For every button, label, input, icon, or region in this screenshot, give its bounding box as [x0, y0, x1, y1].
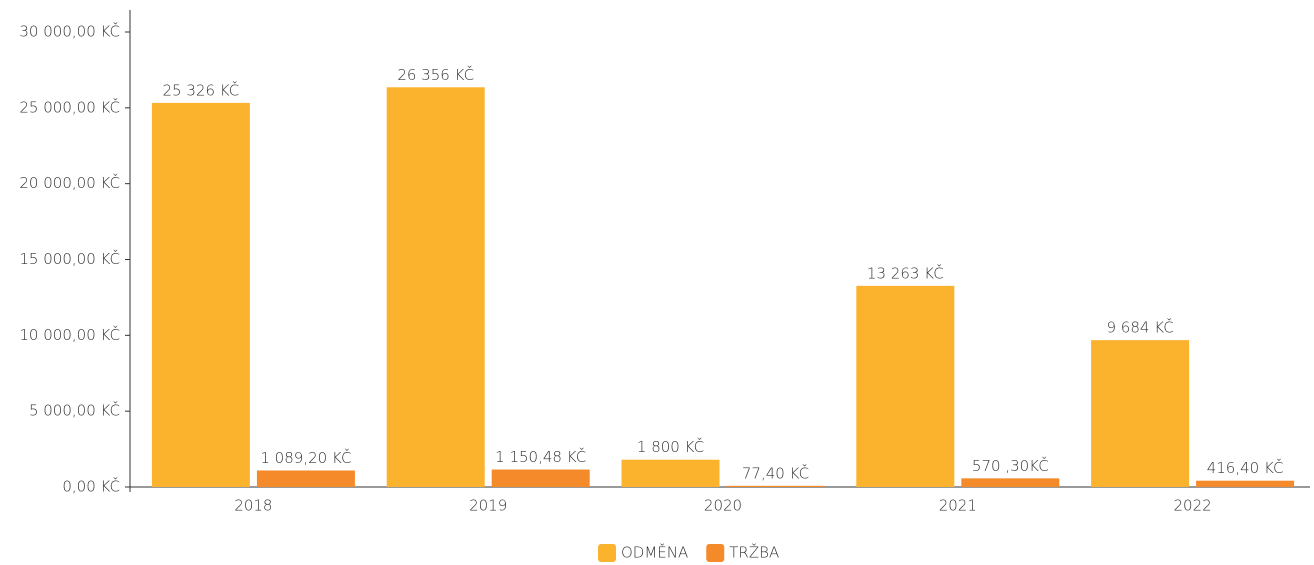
x-tick-label: 2021 [939, 497, 977, 515]
bar [1091, 340, 1190, 487]
bar [726, 485, 825, 487]
bar [856, 285, 955, 487]
legend-label: ODMĚNA [621, 543, 688, 562]
y-tick-label: 10 000,00 KČ [19, 325, 120, 344]
value-label: 25 326 KČ [163, 80, 240, 99]
value-label: 13 263 KČ [867, 263, 944, 282]
bar [256, 470, 355, 487]
y-tick-label: 0,00 KČ [62, 477, 120, 496]
legend-label: TRŽBA [729, 543, 779, 562]
x-tick-label: 2020 [704, 497, 742, 515]
legend-swatch [598, 544, 616, 562]
bar [151, 102, 250, 487]
x-tick-label: 2022 [1174, 497, 1212, 515]
value-label: 26 356 KČ [397, 65, 474, 84]
bar [961, 478, 1060, 487]
value-label: 416,40 KČ [1207, 458, 1284, 477]
bar [621, 459, 720, 487]
bar [491, 469, 590, 487]
value-label: 77,40 KČ [742, 463, 809, 482]
y-tick-label: 25 000,00 KČ [19, 97, 120, 116]
value-label: 1 800 KČ [637, 437, 704, 456]
legend-swatch [706, 544, 725, 562]
bar [386, 87, 485, 487]
value-label: 570 ,30KČ [972, 456, 1049, 475]
x-tick-label: 2019 [469, 497, 507, 515]
y-tick-label: 15 000,00 KČ [19, 249, 120, 268]
y-tick-label: 30 000,00 KČ [19, 22, 120, 41]
y-tick-label: 20 000,00 KČ [19, 173, 120, 192]
value-label: 1 089,20 KČ [260, 448, 351, 467]
bar [1196, 480, 1295, 487]
x-tick-label: 2018 [234, 497, 272, 515]
y-tick-label: 5 000,00 KČ [29, 401, 120, 420]
value-label: 9 684 KČ [1106, 318, 1173, 337]
value-label: 1 150,48 KČ [495, 447, 586, 466]
